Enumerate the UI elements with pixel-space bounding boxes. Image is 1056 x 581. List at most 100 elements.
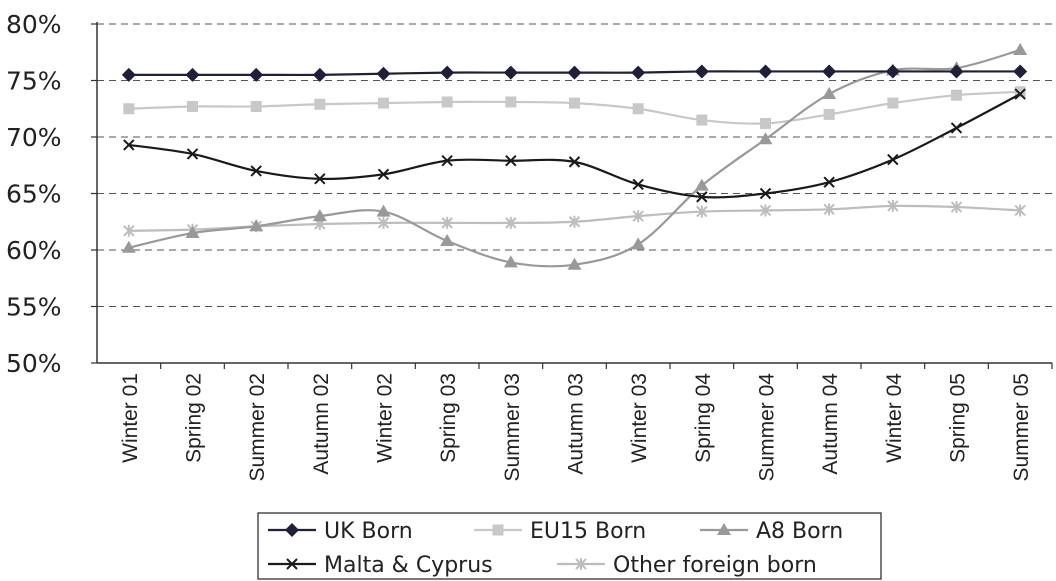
x-tick-label: Summer 04 [756, 373, 779, 482]
x-tick-label: Spring 03 [437, 373, 460, 463]
data-point [121, 240, 136, 253]
data-point [1013, 64, 1028, 79]
data-point [823, 176, 835, 188]
data-point [568, 156, 581, 168]
data-point [760, 117, 771, 129]
data-point [441, 96, 453, 108]
data-point [505, 96, 517, 108]
data-point [632, 210, 644, 223]
y-tick-label: 75% [6, 67, 62, 96]
y-tick-label: 55% [6, 293, 62, 322]
x-tick-label: Spring 04 [692, 373, 715, 463]
data-point [694, 64, 709, 79]
series-line [128, 90, 1021, 125]
data-point [567, 65, 582, 80]
data-point [696, 191, 708, 203]
data-point [885, 64, 900, 79]
data-point [314, 173, 326, 185]
data-point [377, 216, 390, 229]
data-point [568, 215, 581, 228]
series-uk-born [121, 64, 1028, 82]
data-point [632, 178, 644, 191]
legend-label: A8 Born [756, 519, 843, 544]
data-point [823, 203, 835, 216]
legend-label: EU15 Born [530, 519, 646, 544]
data-point [249, 67, 264, 82]
data-point [822, 87, 837, 100]
data-point [950, 122, 963, 134]
data-point [887, 199, 899, 212]
x-tick-label: Autumn 02 [310, 373, 333, 475]
data-point [376, 204, 391, 217]
data-point [823, 108, 835, 120]
data-point [758, 132, 773, 145]
legend: UK Born EU15 Born A8 Born Malta & Cyprus Oth… [257, 512, 882, 580]
data-point [441, 155, 453, 167]
data-point [696, 114, 708, 126]
data-point [887, 153, 899, 166]
x-axis-ticks: Winter 01 Spring 02 Summer 02 Autumn 02 Wint… [119, 363, 1053, 482]
data-point [631, 65, 646, 80]
x-tick-label: Winter 04 [883, 373, 906, 463]
gridlines [97, 23, 1052, 307]
y-tick-label: 60% [6, 236, 62, 265]
data-point [378, 97, 389, 109]
data-point [441, 216, 453, 229]
y-tick-label: 70% [6, 123, 62, 152]
data-point [949, 64, 964, 79]
data-point [1014, 88, 1026, 100]
data-point [758, 64, 773, 79]
data-point [250, 100, 262, 112]
data-point [377, 168, 390, 180]
data-point [759, 204, 772, 217]
data-point [503, 65, 518, 80]
legend-label: UK Born [324, 519, 413, 544]
data-point [1014, 86, 1026, 98]
data-point [376, 66, 391, 81]
data-point [632, 103, 644, 115]
data-point [186, 148, 199, 160]
data-point [312, 209, 327, 222]
data-point [950, 201, 963, 214]
legend-marker [286, 558, 298, 570]
data-point [185, 67, 200, 82]
legend-box [257, 512, 882, 580]
legend-marker [717, 523, 731, 535]
y-axis-ticks: 50% 55% 60% 65% 70% 75% 80% [6, 10, 97, 378]
data-point [312, 67, 327, 82]
data-point [887, 97, 899, 109]
data-point [314, 98, 326, 110]
legend-marker [285, 523, 299, 537]
data-point [505, 155, 517, 167]
x-tick-label: Spring 05 [947, 373, 970, 463]
data-point [569, 97, 580, 109]
data-point [440, 65, 455, 80]
data-point [505, 216, 517, 229]
data-point [694, 178, 709, 191]
data-point [696, 205, 708, 218]
data-point [503, 255, 518, 268]
x-tick-label: Autumn 04 [819, 373, 842, 475]
y-tick-label: 80% [6, 10, 62, 39]
series-malta-cyprus [123, 88, 1026, 203]
data-point [187, 100, 198, 112]
data-point [121, 67, 136, 82]
y-tick-label: 50% [6, 349, 62, 378]
legend-marker [492, 524, 504, 536]
y-tick-label: 65% [6, 180, 62, 209]
data-point [822, 64, 837, 79]
legend-label: Malta & Cyprus [324, 553, 493, 578]
series-group [121, 42, 1028, 270]
x-tick-label: Winter 02 [374, 373, 397, 463]
x-tick-label: Summer 03 [501, 373, 524, 482]
data-point [249, 219, 264, 232]
x-tick-label: Autumn 03 [565, 373, 588, 475]
legend-label: Other foreign born [613, 553, 817, 578]
x-tick-label: Summer 02 [246, 373, 269, 482]
x-tick-label: Summer 05 [1010, 373, 1033, 482]
x-tick-label: Spring 02 [183, 373, 206, 463]
data-point [631, 237, 646, 250]
series-line [128, 93, 1021, 199]
data-point [123, 139, 135, 151]
